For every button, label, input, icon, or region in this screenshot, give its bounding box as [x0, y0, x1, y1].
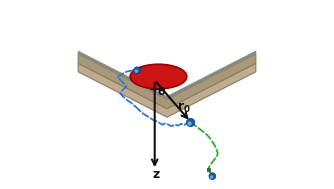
Ellipse shape: [134, 67, 141, 74]
Text: θ: θ: [158, 87, 166, 97]
Polygon shape: [78, 63, 256, 117]
Text: z: z: [152, 168, 159, 181]
Polygon shape: [78, 54, 256, 109]
Ellipse shape: [209, 173, 216, 180]
Ellipse shape: [135, 70, 138, 73]
Ellipse shape: [210, 175, 213, 179]
Ellipse shape: [187, 122, 192, 126]
Ellipse shape: [186, 118, 195, 127]
Polygon shape: [78, 51, 256, 99]
Ellipse shape: [130, 64, 187, 89]
Text: $\mathbf{r_0}$: $\mathbf{r_0}$: [177, 101, 191, 115]
Bar: [207, 168, 209, 171]
